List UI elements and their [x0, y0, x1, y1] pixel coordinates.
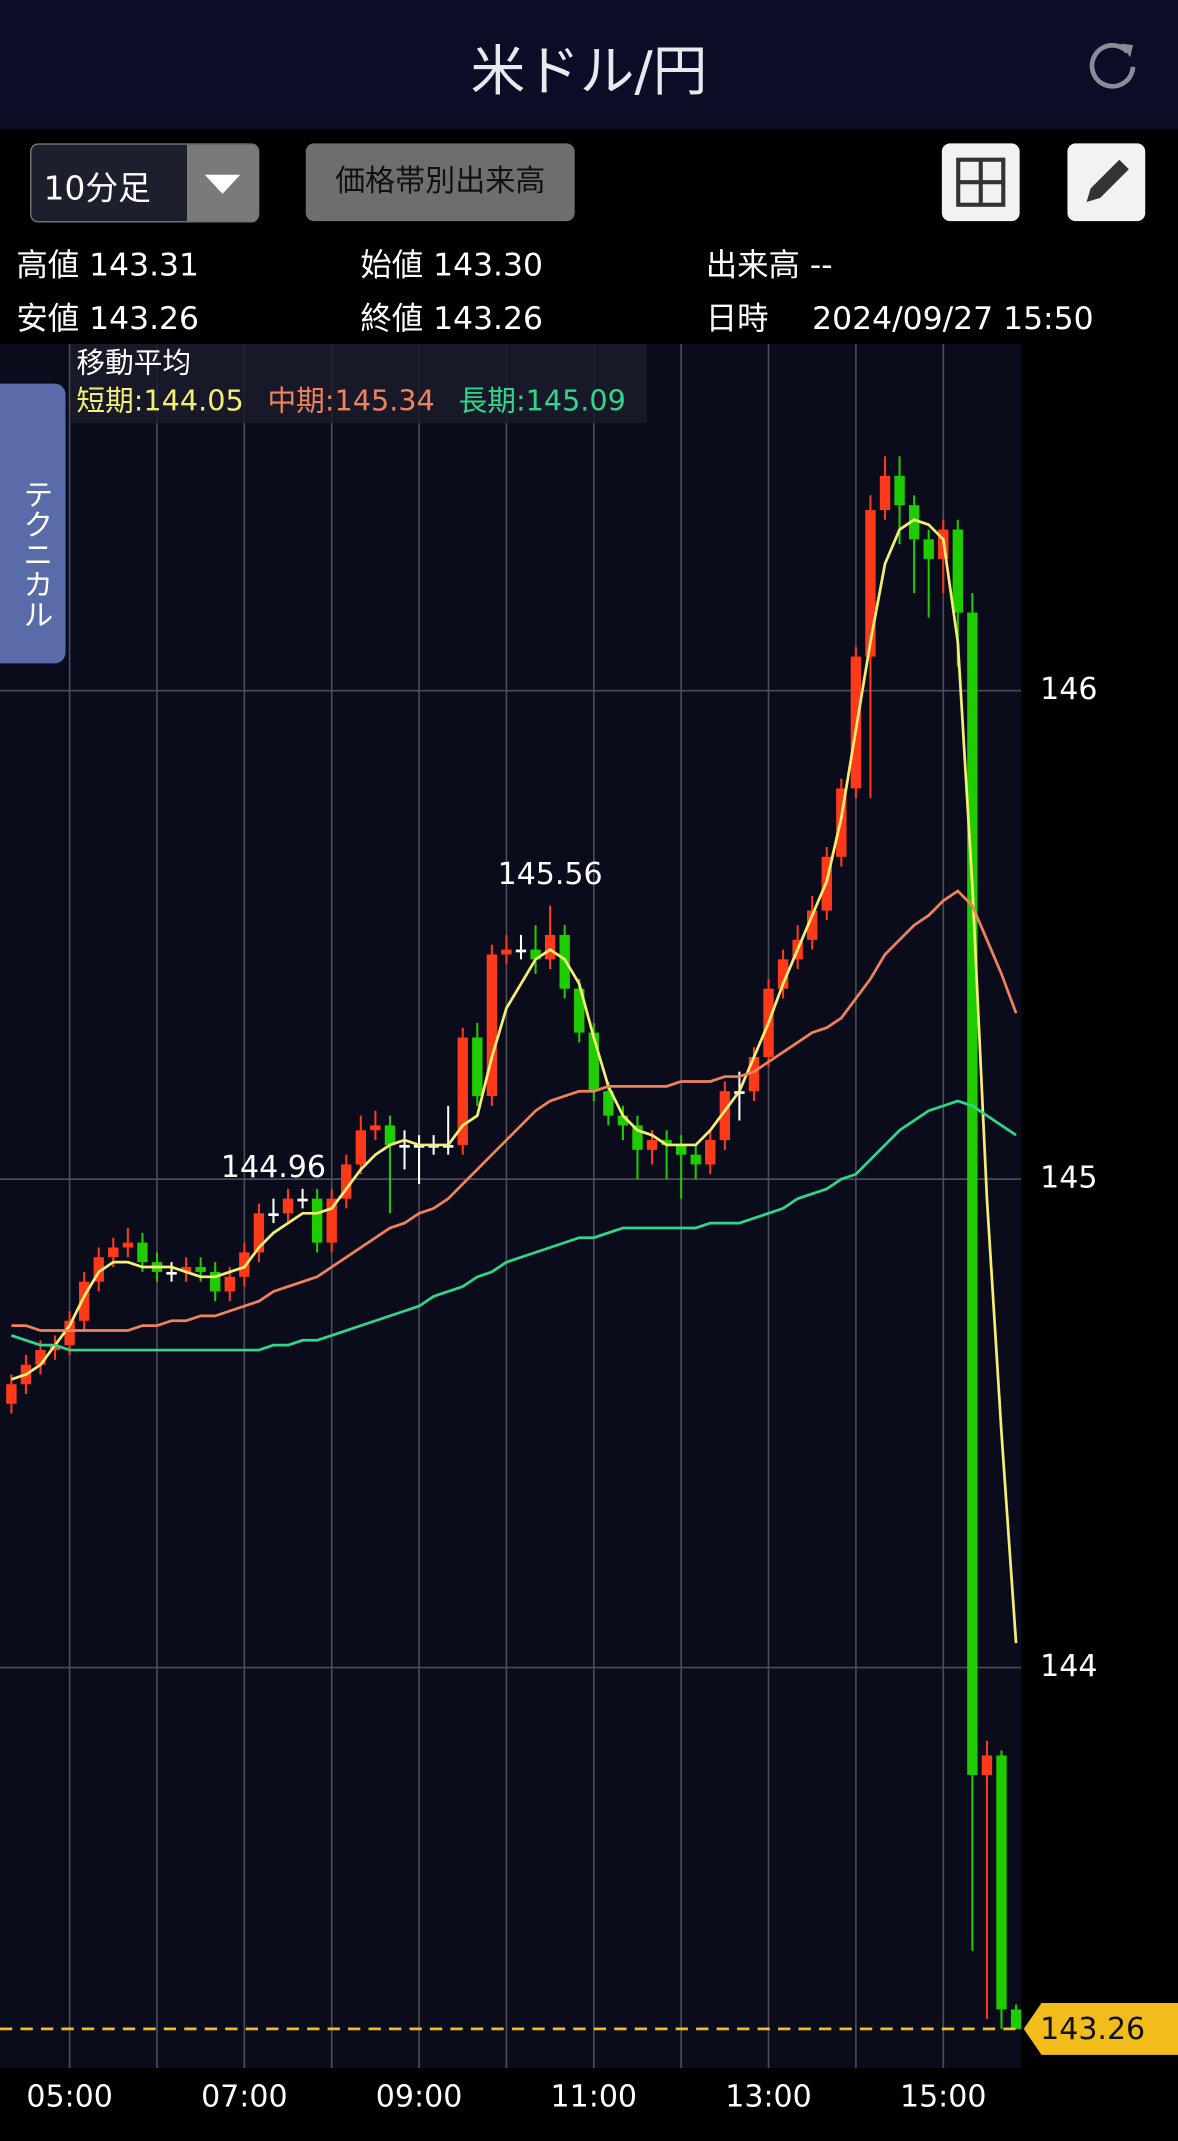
- candle-body: [705, 1140, 716, 1165]
- info-time: 日時 2024/09/27 15:50: [705, 301, 1094, 338]
- candle-body: [35, 1350, 46, 1365]
- candle-body: [574, 988, 585, 1033]
- candle-body: [253, 1213, 265, 1253]
- legend-bg: [70, 343, 648, 424]
- x-tick-label: 13:00: [725, 2080, 812, 2115]
- info-close: 終値 143.26: [360, 301, 543, 338]
- x-tick-label: 11:00: [551, 2080, 638, 2115]
- candle-body: [879, 475, 891, 511]
- y-tick-label: 144: [1040, 1649, 1097, 1684]
- info-low: 安値 143.26: [16, 301, 200, 338]
- candle-body: [78, 1281, 90, 1321]
- y-tick-label: 145: [1040, 1161, 1097, 1196]
- info-open: 始値 143.30: [360, 248, 543, 284]
- info-volume: 出来高 --: [705, 248, 833, 284]
- candle-body: [967, 612, 978, 1775]
- candle-body: [166, 1271, 177, 1275]
- layout-button[interactable]: [941, 143, 1020, 222]
- draw-button[interactable]: [1067, 143, 1146, 222]
- candle-body: [646, 1140, 658, 1150]
- candle-body: [865, 510, 876, 657]
- candle-body: [6, 1384, 17, 1404]
- ma-line: [10, 518, 1018, 1644]
- candle-body: [530, 949, 541, 960]
- technical-tab[interactable]: テクニカル: [0, 383, 66, 664]
- candle-body: [996, 1755, 1007, 2010]
- candle-body: [239, 1252, 250, 1277]
- candle-body: [603, 1091, 614, 1116]
- candle-body: [297, 1198, 308, 1202]
- candle-body: [399, 1144, 410, 1148]
- candle-body: [137, 1242, 148, 1263]
- y-tick-label: 146: [1040, 672, 1097, 707]
- candle-body: [384, 1125, 396, 1145]
- x-tick-label: 05:00: [26, 2080, 113, 2115]
- last-price-label: 143.26: [1040, 2012, 1145, 2047]
- candle-body: [661, 1140, 672, 1145]
- candle-body: [486, 954, 498, 1097]
- candle-body: [675, 1144, 687, 1155]
- candle-body: [777, 959, 789, 989]
- interval: 10分足: [43, 169, 151, 208]
- candle-body: [472, 1037, 483, 1097]
- annotation: 144.96: [221, 1150, 326, 1185]
- candle-body: [355, 1130, 367, 1165]
- candle-body: [64, 1320, 75, 1346]
- candle-body: [180, 1267, 192, 1272]
- candle-body: [224, 1276, 235, 1292]
- candle-body: [108, 1247, 119, 1258]
- candle-body: [981, 1755, 993, 1775]
- legend-entry: 短期:144.05: [76, 384, 243, 418]
- candle-body: [93, 1257, 104, 1282]
- candle-body: [268, 1213, 279, 1217]
- refresh-icon[interactable]: [1085, 37, 1140, 92]
- x-tick-label: 15:00: [900, 2080, 987, 2115]
- candle-body: [617, 1115, 629, 1126]
- candle-body: [807, 910, 818, 940]
- candle-body: [748, 1057, 760, 1092]
- plot-bg: [0, 343, 1022, 2068]
- title: 米ドル/円: [470, 40, 708, 104]
- candle-body: [544, 934, 556, 960]
- legend-entry: 長期:145.09: [459, 384, 626, 418]
- candle-body: [908, 505, 920, 540]
- candle-body: [632, 1125, 643, 1150]
- candle-body: [501, 949, 512, 955]
- legend-entry: 中期:145.34: [268, 384, 435, 418]
- ma-line: [11, 889, 1018, 1332]
- header: 米ドル/円: [0, 0, 1178, 130]
- candle-body: [210, 1271, 221, 1292]
- candle-body: [588, 1032, 599, 1092]
- candle-body: [894, 475, 905, 506]
- candle-body: [1010, 2009, 1022, 2029]
- candle-body: [282, 1198, 294, 1214]
- info-high: 高値 143.31: [16, 248, 200, 284]
- interval-dropdown[interactable]: 10分足: [30, 143, 260, 223]
- candle-body: [923, 539, 934, 559]
- candle-body: [690, 1154, 701, 1165]
- ma-line: [10, 1099, 1017, 1352]
- candle-body: [195, 1267, 206, 1272]
- volume-button[interactable]: 価格帯別出来高: [305, 143, 575, 222]
- chart: 05:00 07:00 09:00 11:00 13:00 15:00 144 145 146 1…: [0, 343, 1178, 2115]
- candle-body: [515, 949, 527, 953]
- candle-body: [719, 1091, 731, 1141]
- candle-body: [952, 529, 963, 613]
- annotation: 145.56: [498, 857, 603, 892]
- candle-body: [457, 1037, 468, 1145]
- candle-body: [122, 1242, 134, 1248]
- candle-body: [311, 1198, 323, 1243]
- x-tick-label: 09:00: [376, 2080, 463, 2115]
- x-tick-label: 07:00: [201, 2080, 288, 2115]
- candle-body: [326, 1198, 337, 1243]
- candle-body: [49, 1345, 61, 1351]
- last-price-tag: [1023, 2002, 1178, 2055]
- candle-body: [341, 1164, 352, 1199]
- candle-body: [370, 1125, 381, 1131]
- legend-title: 移動平均: [76, 345, 191, 379]
